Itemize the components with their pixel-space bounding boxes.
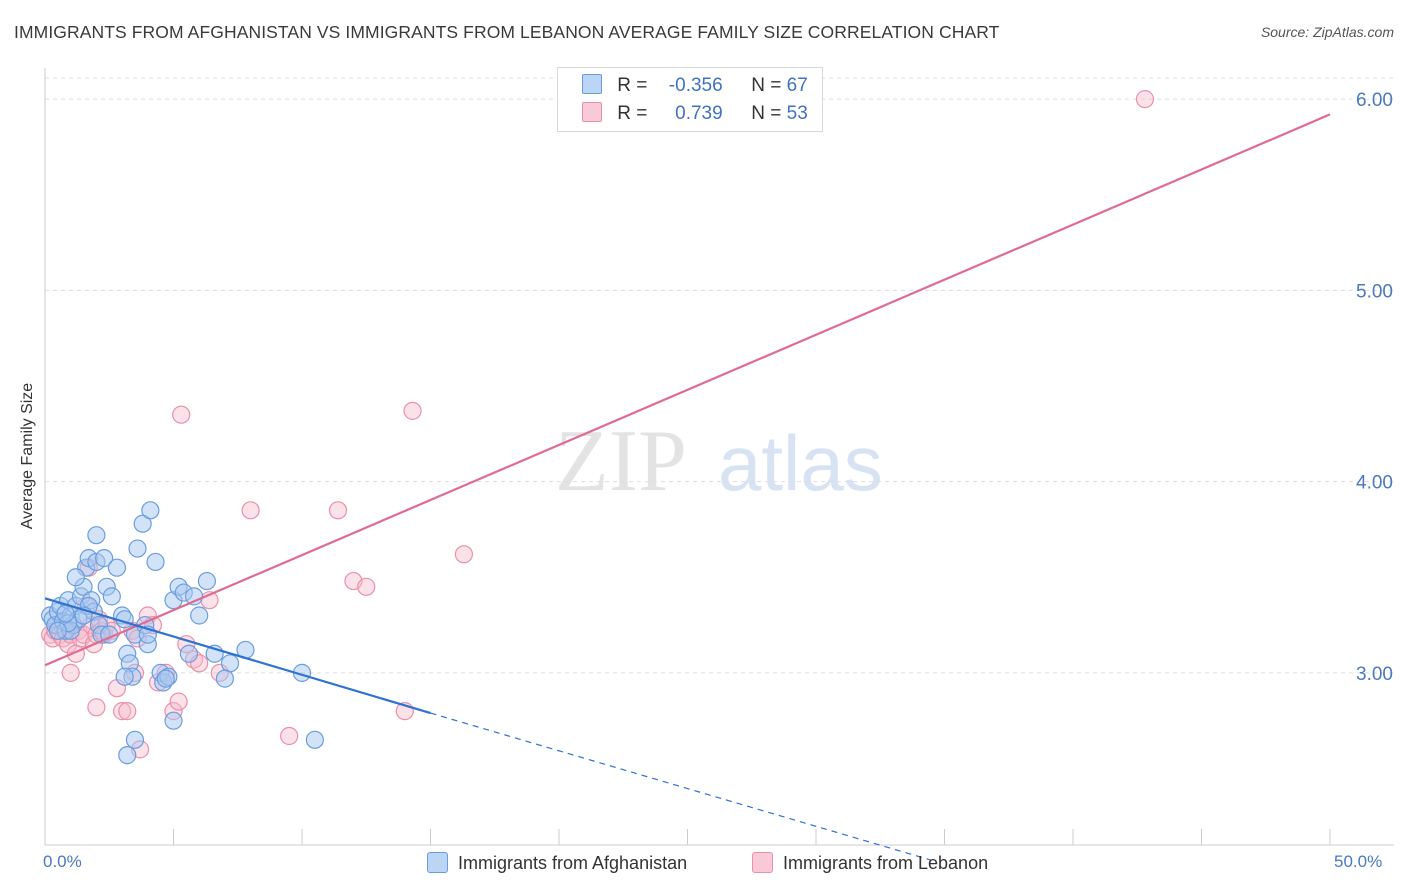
- lebanon-point: [169, 692, 188, 711]
- afghanistan-point: [141, 501, 160, 520]
- lebanon-point: [403, 401, 422, 420]
- afghanistan-point: [164, 711, 183, 730]
- afghanistan-legend-swatch: [427, 852, 448, 873]
- lebanon-point: [357, 577, 376, 596]
- lebanon-point: [241, 501, 260, 520]
- series-legend: Immigrants from Afghanistan Immigrants f…: [0, 852, 1406, 878]
- afghanistan-swatch: [582, 74, 602, 94]
- legend-row-lebanon: R = 0.739 N = 53: [582, 102, 808, 126]
- watermark-zip: ZIP: [555, 413, 687, 510]
- y-tick-label: 4.00: [1356, 473, 1393, 494]
- afghanistan-point: [48, 621, 67, 640]
- lebanon-point: [280, 726, 299, 746]
- lebanon-point: [112, 702, 132, 721]
- afghanistan-point: [66, 568, 85, 587]
- legend-r-value: 0.739: [675, 103, 723, 124]
- legend-n-value: 53: [786, 103, 808, 124]
- legend-r-value: -0.356: [668, 75, 723, 96]
- correlation-legend: R = -0.356 N = 67 R = 0.739 N = 53: [557, 67, 823, 132]
- lebanon-point: [61, 663, 80, 682]
- y-tick-labels: 3.00 4.00 5.00 6.00: [1356, 90, 1393, 685]
- chart-title: IMMIGRANTS FROM AFGHANISTAN VS IMMIGRANT…: [14, 22, 1000, 42]
- afghanistan-point: [125, 730, 145, 749]
- afghanistan-point: [133, 514, 152, 533]
- x-min-label: 0.0%: [43, 852, 82, 871]
- afghanistan-point: [220, 654, 240, 673]
- afghanistan-legend-label: Immigrants from Afghanistan: [458, 853, 688, 873]
- source-credit: Source: ZipAtlas.com: [1260, 24, 1394, 40]
- legend-n-label: N =: [751, 103, 782, 124]
- afghanistan-point: [115, 667, 134, 686]
- afghanistan-points: [41, 501, 324, 765]
- afghanistan-point: [215, 669, 234, 688]
- afghanistan-point: [179, 644, 199, 663]
- lebanon-point: [172, 405, 191, 424]
- lebanon-trend-line: [44, 113, 1331, 667]
- y-tick-label: 3.00: [1356, 664, 1393, 685]
- lebanon-point: [328, 501, 348, 520]
- lebanon-point: [1135, 90, 1155, 109]
- afghanistan-point: [305, 730, 324, 749]
- afghanistan-point: [197, 571, 217, 591]
- afghanistan-point: [56, 604, 75, 623]
- lebanon-point: [118, 702, 137, 721]
- afghanistan-trend-line: [44, 597, 431, 715]
- legend-n-label: N =: [751, 75, 782, 96]
- legend-r-label: R =: [617, 103, 648, 124]
- afghanistan-point: [190, 606, 209, 625]
- trend-lines: [44, 113, 1331, 861]
- afghanistan-point: [118, 746, 137, 765]
- legend-n-value: 67: [786, 75, 808, 96]
- y-tick-label: 6.00: [1356, 90, 1393, 111]
- legend-item-afghanistan: Immigrants from Afghanistan: [427, 852, 687, 874]
- afghanistan-point: [87, 526, 106, 545]
- afghanistan-point: [95, 549, 114, 568]
- legend-item-lebanon: Immigrants from Lebanon: [752, 852, 988, 874]
- afghanistan-point: [128, 539, 147, 558]
- lebanon-point: [454, 545, 474, 564]
- afghanistan-point: [107, 558, 127, 577]
- y-tick-label: 5.00: [1356, 281, 1393, 302]
- afghanistan-point: [146, 552, 165, 572]
- lebanon-swatch: [582, 102, 602, 122]
- lebanon-legend-swatch: [752, 852, 773, 873]
- legend-r-label: R =: [617, 75, 648, 96]
- afghanistan-trend-extension: [430, 712, 932, 861]
- afghanistan-point: [102, 587, 121, 606]
- x-max-label: 50.0%: [1334, 852, 1383, 871]
- watermark-atlas: atlas: [718, 419, 883, 507]
- lebanon-legend-label: Immigrants from Lebanon: [783, 853, 989, 873]
- legend-row-afghanistan: R = -0.356 N = 67: [582, 74, 808, 98]
- axes: [44, 68, 1394, 846]
- afghanistan-point: [156, 669, 175, 688]
- lebanon-point: [87, 698, 106, 717]
